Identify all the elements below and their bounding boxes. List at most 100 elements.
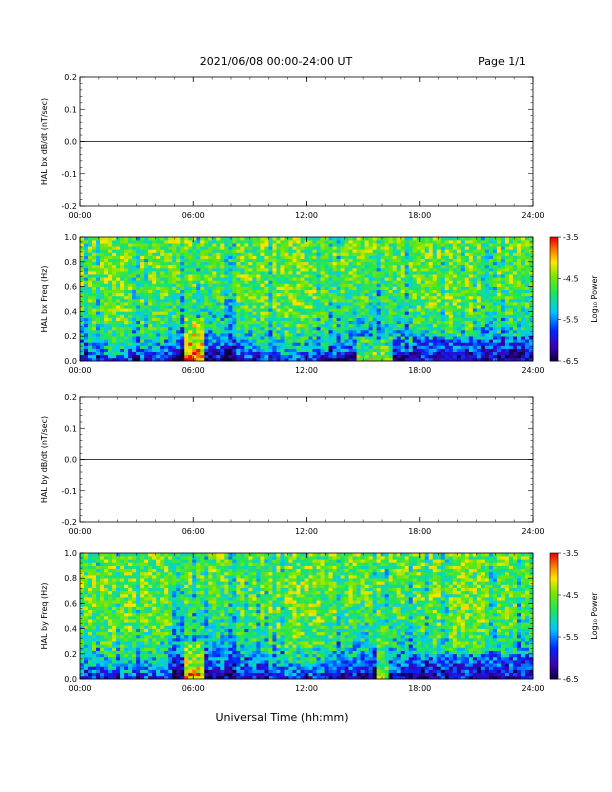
spectrogram-cell [280,264,285,269]
spectrogram-cell [248,268,253,272]
spectrogram-cell [272,323,277,328]
spectrogram-cell [160,317,165,321]
spectrogram-cell [436,249,442,253]
spectrogram-cell [492,289,498,294]
spectrogram-cell [132,246,137,250]
spectrogram-cell [204,274,209,278]
spectrogram-cell [140,261,145,266]
spectrogram-cell [332,320,337,325]
spectrogram-cell [256,255,261,259]
spectrogram-cell [260,258,265,263]
spectrogram-cell [240,283,245,287]
spectrogram-cell [476,330,482,334]
spectrogram-cell [252,351,257,356]
spectrogram-cell [396,342,402,346]
spectrogram-cell [396,345,402,349]
spectrogram-cell [352,283,357,287]
spectrogram-cell [444,336,450,340]
spectrogram-cell [248,255,253,259]
spectrogram-cell [112,283,117,287]
spectrogram-cell [464,258,470,263]
spectrogram-cell [512,277,518,281]
spectrogram-cell [192,308,197,312]
spectrogram-cell [124,311,129,315]
spectrogram-cell [320,326,325,331]
spectrogram-cell [248,280,253,284]
spectrogram-cell [292,274,297,278]
spectrogram-cell [492,308,498,312]
spectrogram-cell [504,255,510,259]
spectrogram-cell [324,295,329,300]
spectrogram-cell [176,311,181,315]
spectrogram-cell [228,252,233,256]
x-tick-label: 06:00 [182,366,205,375]
spectrogram-cell [180,295,185,300]
spectrogram-cell [388,302,393,306]
y-tick-label: -0.1 [61,487,77,496]
spectrogram-cell [184,342,189,346]
spectrogram-cell [172,317,177,321]
spectrogram-cell [256,302,261,306]
spectrogram-cell [340,249,345,253]
spectrogram-cell [364,283,369,287]
spectrogram-cell [140,277,145,281]
spectrogram-cell [200,348,205,352]
spectrogram-cell [432,289,438,294]
spectrogram-cell [500,305,506,309]
spectrogram-cell [128,255,133,259]
spectrogram-cell [204,268,209,272]
spectrogram-cell [272,277,277,281]
spectrogram-cell [412,345,418,349]
spectrogram-cell [216,255,221,259]
spectrogram-cell [232,271,237,275]
colorbar-segment [550,301,558,304]
spectrogram-cell [368,280,373,284]
spectrogram-cell [268,261,273,266]
spectrogram-cell [412,342,418,346]
spectrogram-cell [348,336,353,340]
spectrogram-cell [344,339,349,343]
spectrogram-cell [224,317,229,321]
spectrogram-cell [268,264,273,269]
spectrogram-cell [128,277,133,281]
spectrogram-cell [436,302,442,306]
spectrogram-cell [260,348,265,352]
spectrogram-cell [396,320,402,325]
spectrogram-cell [524,246,530,250]
spectrogram-cell [84,283,89,287]
spectrogram-cell [260,243,265,247]
spectrogram-cell [192,252,197,256]
spectrogram-cell [276,243,281,247]
spectrogram-cell [92,286,97,290]
spectrogram-cell [124,258,129,263]
spectrogram-cell [200,246,205,250]
spectrogram-cell [500,308,506,312]
spectrogram-cell [196,264,201,269]
spectrogram-cell [96,348,101,352]
spectrogram-cell [116,246,121,250]
spectrogram-cell [304,261,309,266]
spectrogram-cell [384,305,389,309]
spectrogram-cell [460,261,466,266]
spectrogram-cell [276,345,281,349]
spectrogram-cell [200,351,205,356]
spectrogram-cell [376,357,381,362]
spectrogram-cell [92,271,97,275]
spectrogram-cell [156,249,161,253]
spectrogram-cell [480,246,486,250]
spectrogram-cell [488,271,494,275]
spectrogram-cell [308,249,313,253]
spectrogram-cell [524,261,530,266]
spectrogram-cell [284,237,289,241]
spectrogram-cell [120,255,125,259]
spectrogram-cell [328,280,333,284]
spectrogram-cell [196,348,201,352]
spectrogram-cell [288,354,293,359]
spectrogram-cell [304,311,309,315]
spectrogram-cell [512,292,518,297]
spectrogram-cell [180,302,185,306]
spectrogram-cell [128,354,133,359]
spectrogram-cell [316,357,321,362]
spectrogram-cell [472,330,478,334]
spectrogram-cell [316,333,321,337]
